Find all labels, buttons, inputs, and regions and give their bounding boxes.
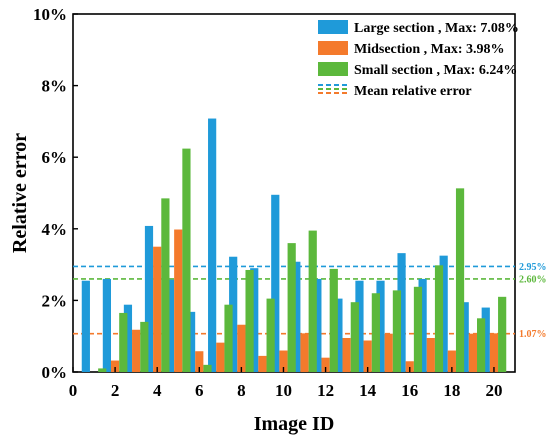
bar-series2-image-19 (477, 318, 486, 372)
x-tick-label: 18 (443, 381, 460, 400)
x-tick-label: 6 (195, 381, 204, 400)
y-tick-label: 10% (33, 5, 67, 24)
legend: Large section , Max: 7.08% Midsection , M… (318, 20, 519, 99)
legend-label-0: Large section , Max: 7.08% (354, 21, 519, 36)
bar-series1-image-7 (216, 342, 225, 372)
bar-series0-image-19 (460, 302, 469, 372)
legend-swatch-2 (318, 62, 348, 76)
x-tick-label: 16 (401, 381, 418, 400)
bar-series0-image-18 (439, 255, 448, 372)
bar-series1-image-9 (258, 355, 267, 372)
x-axis-title: Image ID (254, 413, 335, 435)
bar-series0-image-11 (292, 261, 301, 372)
bar-series0-image-7 (208, 118, 217, 372)
mean-line-label-2: 1.07% (519, 329, 547, 340)
legend-swatch-0 (318, 20, 348, 34)
bar-series1-image-5 (174, 229, 183, 372)
bar-series1-image-10 (279, 350, 288, 372)
bar-series1-image-14 (363, 340, 372, 372)
bar-series1-image-2 (110, 360, 120, 372)
y-tick-label: 8% (42, 77, 68, 96)
bar-series1-image-8 (237, 324, 246, 372)
bar-series1-image-19 (468, 333, 478, 372)
x-tick-label: 0 (69, 381, 78, 400)
bar-series0-image-5 (165, 279, 175, 372)
bar-series2-image-10 (287, 243, 296, 372)
bar-series2-image-5 (182, 148, 191, 372)
bar-series0-image-17 (418, 278, 427, 372)
x-tick-label: 10 (275, 381, 292, 400)
bar-series1-image-12 (321, 357, 330, 372)
bar-series0-image-6 (186, 311, 196, 372)
bar-series1-image-3 (132, 329, 141, 372)
bar-series0-image-20 (481, 307, 490, 372)
y-tick-label: 0% (42, 363, 68, 382)
bar-series0-image-12 (313, 278, 322, 372)
bar-series0-image-9 (250, 268, 259, 372)
x-tick-label: 20 (485, 381, 502, 400)
bar-series0-image-1 (81, 280, 90, 372)
legend-mean-label: Mean relative error (354, 84, 472, 99)
bar-series1-image-18 (447, 350, 456, 372)
bar-series2-image-16 (413, 286, 423, 372)
y-tick-label: 2% (42, 291, 68, 310)
bar-series0-image-2 (102, 278, 111, 372)
y-tick-label: 4% (42, 220, 68, 239)
bar-series1-image-4 (153, 246, 162, 372)
bar-series2-image-11 (308, 230, 317, 372)
mean-line-label-1: 2.60% (519, 274, 547, 285)
bar-series0-image-14 (355, 280, 364, 372)
bar-series0-image-13 (334, 298, 343, 372)
legend-swatch-1 (318, 41, 348, 55)
legend-label-1: Midsection , Max: 3.98% (354, 42, 504, 57)
bar-series2-image-1 (98, 368, 107, 372)
bar-series2-image-6 (203, 364, 212, 372)
bar-series0-image-3 (123, 304, 133, 372)
bar-series1-image-17 (426, 337, 435, 372)
bar-series0-image-15 (376, 280, 385, 372)
bar-series2-image-14 (371, 293, 380, 372)
y-axis-title: Relative error (9, 133, 31, 253)
bar-series2-image-17 (434, 265, 444, 372)
mean-line-label-0: 2.95% (519, 262, 547, 273)
bar-series2-image-3 (140, 321, 149, 372)
bars-group (81, 118, 507, 372)
bar-series1-image-20 (489, 333, 499, 372)
x-tick-label: 14 (359, 381, 377, 400)
bar-series2-image-9 (266, 298, 275, 372)
x-tick-label: 4 (153, 381, 162, 400)
bar-series0-image-8 (229, 256, 238, 372)
x-tick-label: 12 (317, 381, 334, 400)
x-tick-label: 2 (111, 381, 120, 400)
bar-series2-image-4 (161, 198, 170, 372)
bar-series1-image-6 (195, 351, 204, 372)
legend-label-2: Small section , Max: 6.24% (354, 63, 517, 78)
axes-group: 0% 2% 4% 6% 8% 10% 0 2 4 6 8 10 12 14 16 18 20 Image ID Re… (9, 5, 502, 435)
bar-series1-image-15 (384, 333, 393, 372)
bar-series2-image-12 (329, 268, 338, 372)
bar-series2-image-2 (119, 312, 128, 372)
bar-series2-image-15 (392, 290, 402, 372)
bar-series2-image-18 (455, 188, 465, 372)
bar-series2-image-13 (350, 302, 359, 372)
bar-series2-image-20 (498, 296, 507, 372)
bar-series1-image-16 (405, 361, 414, 372)
x-tick-label: 8 (237, 381, 246, 400)
bar-series1-image-11 (300, 333, 309, 372)
bar-series2-image-7 (224, 304, 233, 372)
bar-series2-image-8 (245, 269, 254, 372)
bar-series1-image-13 (342, 337, 351, 372)
bar-series0-image-10 (271, 194, 280, 372)
bar-series0-image-16 (397, 253, 406, 372)
bar-series0-image-4 (144, 225, 154, 372)
y-tick-label: 6% (42, 148, 68, 167)
